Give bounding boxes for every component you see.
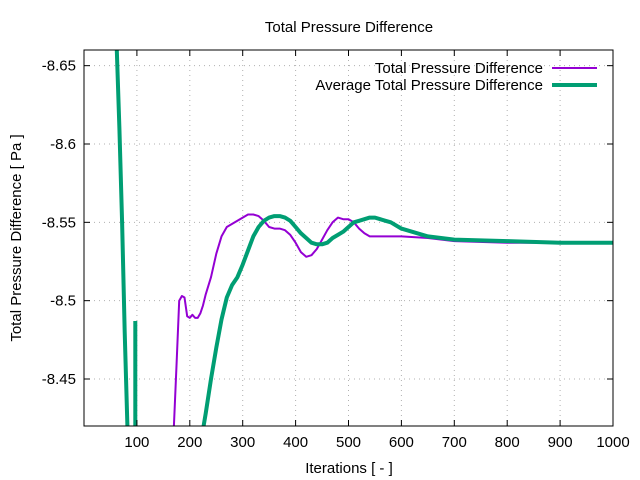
x-tick-label: 1000 [596,434,629,451]
series-line-total-pressure-difference [172,213,613,426]
legend-label-average: Average Total Pressure Difference [315,77,543,94]
x-tick-label: 100 [124,434,149,451]
y-tick-label: -8.65 [42,58,76,75]
y-axis-label: Total Pressure Difference [ Pa ] [8,134,25,341]
y-tick-label: -8.45 [42,371,76,388]
legend-label-total: Total Pressure Difference [375,60,543,77]
x-tick-label: 900 [548,434,573,451]
y-tick-label: -8.6 [50,136,76,153]
y-tick-label: -8.5 [50,293,76,310]
plot-area [114,50,613,426]
y-tick-label: -8.55 [42,214,76,231]
grid [84,50,613,426]
legend: Total Pressure Difference Average Total … [315,60,597,94]
x-axis-label: Iterations [ - ] [305,460,393,477]
series-line-average-total-pressure-difference [201,214,613,426]
x-tick-label: 400 [283,434,308,451]
x-tick-label: 500 [336,434,361,451]
chart-title: Total Pressure Difference [265,19,433,36]
x-tick-label: 600 [389,434,414,451]
series-line-average-total-pressure-difference [114,50,130,426]
axis-ticks: 100 200 300 400 500 600 700 800 900 1000 -8.45 -8.5… [42,50,630,451]
x-tick-label: 800 [495,434,520,451]
x-tick-label: 300 [230,434,255,451]
x-tick-label: 200 [177,434,202,451]
x-tick-label: 700 [442,434,467,451]
